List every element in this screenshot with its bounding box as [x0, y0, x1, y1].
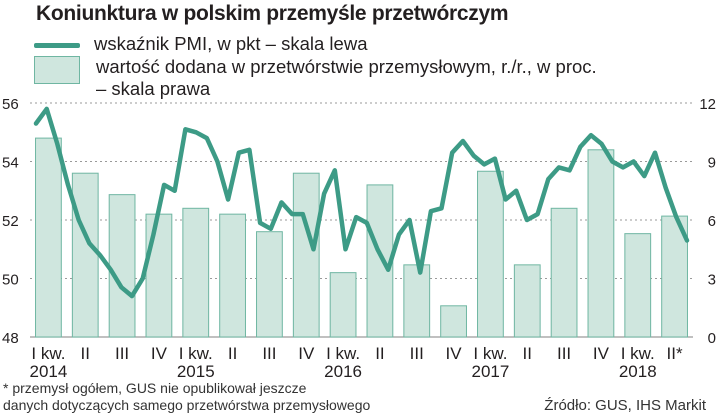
pmi-line [33, 106, 690, 299]
legend-bar-label-line1: wartość dodana w przetwórstwie przemysło… [96, 56, 597, 77]
year-label: 2015 [177, 362, 215, 381]
bar [108, 194, 136, 338]
bar [145, 213, 173, 338]
left-tick-label: 54 [2, 155, 19, 172]
year-label: 2014 [30, 362, 68, 381]
quarter-label: I kw. [31, 344, 65, 363]
bar [624, 233, 652, 338]
quarter-label: III [557, 344, 571, 363]
bar [219, 213, 246, 338]
footnote-line2: danych dotyczących samego przetwórstwa p… [3, 397, 371, 413]
left-tick-label: 52 [2, 213, 19, 230]
quarter-label: IV [593, 344, 610, 363]
quarter-label: I kw. [473, 344, 507, 363]
bar [477, 170, 504, 338]
footnote-line1: * przemysł ogółem, GUS nie opublikował j… [3, 380, 307, 396]
legend-line-swatch [34, 43, 80, 48]
quarter-label: II [375, 344, 384, 363]
legend-pmi-label: wskaźnik PMI, w pkt – skala lewa [94, 33, 368, 54]
bar [440, 305, 467, 338]
chart-title: Koniunktura w polskim przemyśle przetwór… [36, 2, 509, 25]
quarter-label: I kw. [326, 344, 360, 363]
quarter-label: II [81, 344, 90, 363]
year-label: 2018 [619, 362, 657, 381]
bar [587, 149, 615, 338]
quarter-label: I kw. [179, 344, 213, 363]
right-tick-label: 6 [708, 213, 716, 230]
quarter-label: II* [667, 344, 683, 363]
bar [182, 207, 210, 338]
x-axis: I kw. II III IV I kw. II III IV I kw. II III IV I kw… [30, 344, 683, 381]
bar [513, 264, 541, 338]
bars [35, 137, 688, 338]
source-note: Źródło: GUS, IHS Markit [544, 397, 706, 414]
legend-value-added: wartość dodana w przetwórstwie przemysło… [34, 56, 597, 100]
bar [292, 172, 320, 338]
left-tick-label: 56 [2, 96, 19, 113]
bar [550, 207, 578, 338]
legend-pmi: wskaźnik PMI, w pkt – skala lewa [34, 33, 367, 55]
right-tick-label: 12 [699, 96, 716, 113]
year-label: 2016 [324, 362, 362, 381]
year-label: 2017 [472, 362, 510, 381]
quarter-label: IV [151, 344, 168, 363]
quarter-label: I kw. [621, 344, 655, 363]
bar [35, 137, 62, 338]
quarter-label: II [228, 344, 237, 363]
quarter-label: IV [446, 344, 463, 363]
legend-bar-swatch [34, 56, 80, 84]
quarter-label: III [410, 344, 424, 363]
right-tick-label: 0 [708, 330, 716, 347]
legend-bar-label-line2: – skala prawa [96, 78, 211, 99]
left-axis: 48 50 52 54 56 [2, 96, 19, 347]
quarter-label: IV [298, 344, 315, 363]
right-axis: 0 3 6 9 12 [699, 96, 716, 347]
quarter-label: II [523, 344, 532, 363]
quarter-label: III [115, 344, 129, 363]
bar [366, 184, 394, 338]
quarter-label: III [262, 344, 276, 363]
pmi-line-layer [33, 106, 690, 299]
right-tick-label: 9 [708, 155, 716, 172]
left-tick-label: 50 [2, 272, 19, 289]
bar [71, 172, 99, 338]
footnote: * przemysł ogółem, GUS nie opublikował j… [3, 380, 370, 414]
bar [256, 231, 283, 338]
bar [329, 272, 357, 338]
right-tick-label: 3 [708, 272, 716, 289]
bar [403, 264, 431, 338]
left-tick-label: 48 [2, 330, 19, 347]
